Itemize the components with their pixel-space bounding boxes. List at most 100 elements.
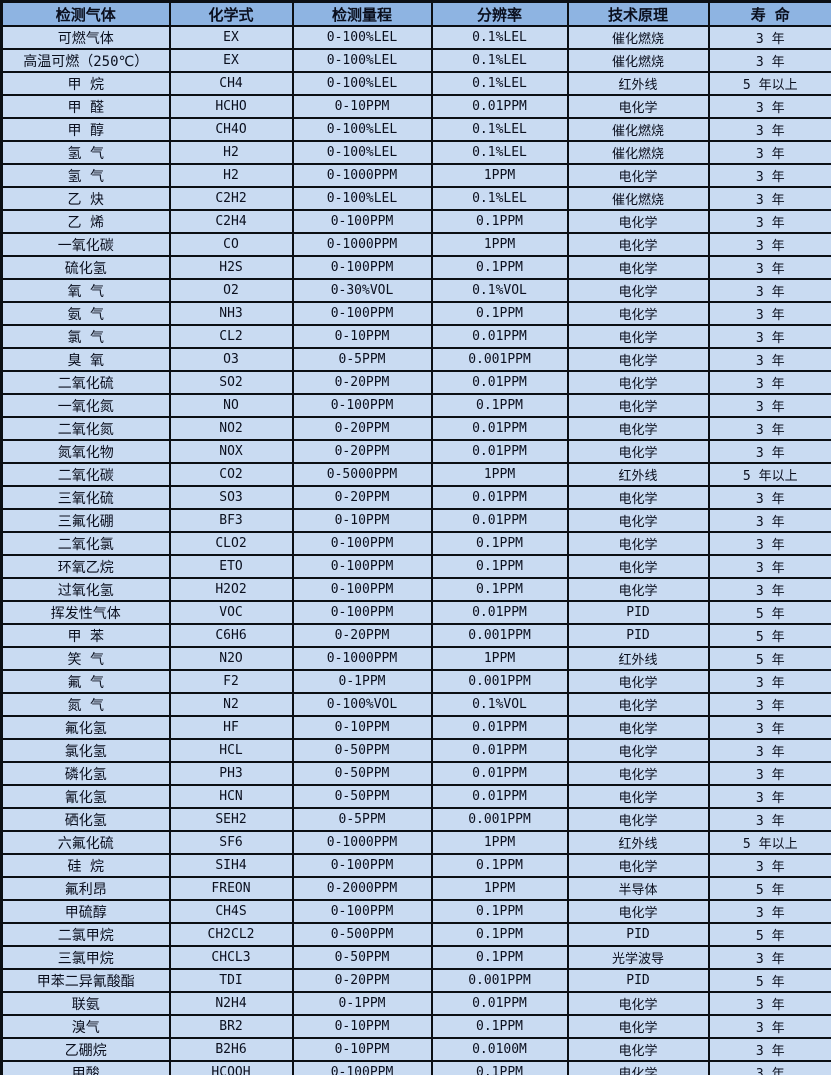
- cell-lifespan: 5 年: [707, 623, 831, 648]
- cell-gas: 氟 气: [0, 669, 171, 694]
- cell-resolution: 0.1PPM: [430, 945, 569, 970]
- cell-range: 0-5PPM: [291, 807, 433, 832]
- cell-technology: 电化学: [566, 209, 710, 234]
- cell-technology: 红外线: [566, 462, 710, 487]
- cell-gas: 三氯甲烷: [0, 945, 171, 970]
- cell-gas: 一氧化碳: [0, 232, 171, 257]
- cell-resolution: 0.1%VOL: [430, 278, 569, 303]
- cell-formula: HCL: [168, 738, 294, 763]
- cell-lifespan: 3 年: [707, 163, 831, 188]
- cell-gas: 二氧化氯: [0, 531, 171, 556]
- cell-technology: 电化学: [566, 370, 710, 395]
- table-row: 乙硼烷 B2H6 0-10PPM 0.0100M 电化学 3 年: [0, 1037, 831, 1062]
- cell-range: 0-100%LEL: [291, 186, 433, 211]
- cell-lifespan: 5 年: [707, 600, 831, 625]
- cell-gas: 甲 醛: [0, 94, 171, 119]
- cell-technology: 催化燃烧: [566, 140, 710, 165]
- cell-range: 0-10PPM: [291, 508, 433, 533]
- cell-gas: 六氟化硫: [0, 830, 171, 855]
- cell-lifespan: 3 年: [707, 117, 831, 142]
- cell-resolution: 0.01PPM: [430, 761, 569, 786]
- cell-resolution: 0.01PPM: [430, 485, 569, 510]
- cell-range: 0-50PPM: [291, 784, 433, 809]
- cell-range: 0-100PPM: [291, 393, 433, 418]
- cell-lifespan: 3 年: [707, 25, 831, 50]
- column-header-technology: 技术原理: [566, 0, 710, 27]
- cell-formula: H2: [168, 163, 294, 188]
- cell-technology: 催化燃烧: [566, 186, 710, 211]
- cell-lifespan: 3 年: [707, 393, 831, 418]
- cell-resolution: 0.1%LEL: [430, 140, 569, 165]
- cell-technology: 电化学: [566, 232, 710, 257]
- cell-resolution: 0.01PPM: [430, 738, 569, 763]
- cell-technology: 电化学: [566, 784, 710, 809]
- table-row: 甲 烷 CH4 0-100%LEL 0.1%LEL 红外线 5 年以上: [0, 71, 831, 96]
- cell-formula: HCN: [168, 784, 294, 809]
- cell-lifespan: 5 年以上: [707, 71, 831, 96]
- table-row: 环氧乙烷 ETO 0-100PPM 0.1PPM 电化学 3 年: [0, 554, 831, 579]
- cell-technology: 催化燃烧: [566, 117, 710, 142]
- cell-resolution: 0.001PPM: [430, 968, 569, 993]
- cell-resolution: 0.01PPM: [430, 94, 569, 119]
- cell-lifespan: 3 年: [707, 94, 831, 119]
- cell-gas: 乙硼烷: [0, 1037, 171, 1062]
- cell-formula: NO: [168, 393, 294, 418]
- cell-technology: 电化学: [566, 163, 710, 188]
- cell-lifespan: 3 年: [707, 738, 831, 763]
- cell-formula: NO2: [168, 416, 294, 441]
- cell-gas: 甲苯二异氰酸酯: [0, 968, 171, 993]
- table-row: 甲苯二异氰酸酯 TDI 0-20PPM 0.001PPM PID 5 年: [0, 968, 831, 993]
- table-row: 甲 醛 HCHO 0-10PPM 0.01PPM 电化学 3 年: [0, 94, 831, 119]
- header-row: 检测气体 化学式 检测量程 分辨率 技术原理 寿 命: [0, 0, 831, 27]
- table-row: 乙 炔 C2H2 0-100%LEL 0.1%LEL 催化燃烧 3 年: [0, 186, 831, 211]
- cell-formula: CO2: [168, 462, 294, 487]
- cell-technology: 电化学: [566, 715, 710, 740]
- cell-range: 0-100PPM: [291, 577, 433, 602]
- cell-technology: 电化学: [566, 278, 710, 303]
- cell-resolution: 0.0100M: [430, 1037, 569, 1062]
- cell-range: 0-100%LEL: [291, 117, 433, 142]
- cell-range: 0-1PPM: [291, 991, 433, 1016]
- cell-formula: N2: [168, 692, 294, 717]
- cell-lifespan: 5 年以上: [707, 830, 831, 855]
- cell-formula: PH3: [168, 761, 294, 786]
- cell-resolution: 1PPM: [430, 876, 569, 901]
- cell-formula: O3: [168, 347, 294, 372]
- cell-range: 0-100PPM: [291, 1060, 433, 1075]
- cell-technology: 电化学: [566, 508, 710, 533]
- cell-lifespan: 3 年: [707, 278, 831, 303]
- cell-formula: VOC: [168, 600, 294, 625]
- cell-technology: PID: [566, 600, 710, 625]
- cell-range: 0-100PPM: [291, 853, 433, 878]
- cell-lifespan: 5 年: [707, 922, 831, 947]
- cell-technology: PID: [566, 922, 710, 947]
- cell-range: 0-100PPM: [291, 600, 433, 625]
- cell-resolution: 0.001PPM: [430, 669, 569, 694]
- table-row: 硫化氢 H2S 0-100PPM 0.1PPM 电化学 3 年: [0, 255, 831, 280]
- table-row: 溴气 BR2 0-10PPM 0.1PPM 电化学 3 年: [0, 1014, 831, 1039]
- cell-resolution: 1PPM: [430, 163, 569, 188]
- cell-lifespan: 3 年: [707, 301, 831, 326]
- cell-lifespan: 3 年: [707, 508, 831, 533]
- table-row: 氯化氢 HCL 0-50PPM 0.01PPM 电化学 3 年: [0, 738, 831, 763]
- cell-range: 0-100PPM: [291, 554, 433, 579]
- column-header-gas: 检测气体: [0, 0, 171, 27]
- cell-formula: F2: [168, 669, 294, 694]
- cell-technology: 电化学: [566, 991, 710, 1016]
- table-row: 二氧化氯 CLO2 0-100PPM 0.1PPM 电化学 3 年: [0, 531, 831, 556]
- cell-lifespan: 3 年: [707, 784, 831, 809]
- cell-technology: 电化学: [566, 899, 710, 924]
- cell-gas: 硅 烷: [0, 853, 171, 878]
- cell-technology: 电化学: [566, 1060, 710, 1075]
- cell-lifespan: 3 年: [707, 899, 831, 924]
- cell-technology: 催化燃烧: [566, 25, 710, 50]
- cell-lifespan: 3 年: [707, 554, 831, 579]
- cell-lifespan: 3 年: [707, 715, 831, 740]
- cell-lifespan: 3 年: [707, 232, 831, 257]
- cell-lifespan: 3 年: [707, 577, 831, 602]
- cell-formula: CH4O: [168, 117, 294, 142]
- cell-range: 0-100PPM: [291, 301, 433, 326]
- cell-formula: C2H4: [168, 209, 294, 234]
- table-row: 臭 氧 O3 0-5PPM 0.001PPM 电化学 3 年: [0, 347, 831, 372]
